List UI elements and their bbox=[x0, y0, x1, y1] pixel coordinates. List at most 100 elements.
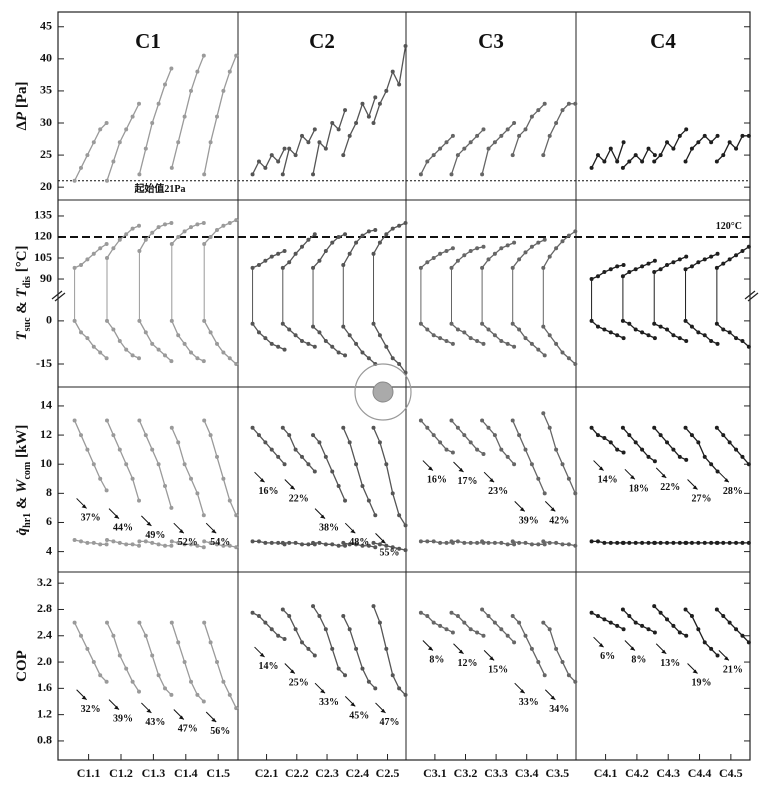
y-tick-label: 4 bbox=[46, 543, 52, 557]
data-point bbox=[523, 250, 528, 255]
data-point bbox=[740, 454, 745, 459]
data-point bbox=[677, 257, 682, 262]
data-point bbox=[300, 454, 304, 459]
data-point bbox=[201, 513, 206, 518]
data-point bbox=[263, 258, 268, 263]
data-point bbox=[554, 646, 559, 651]
data-point bbox=[300, 133, 304, 138]
data-point bbox=[189, 476, 193, 481]
data-point bbox=[615, 447, 620, 452]
data-point bbox=[276, 540, 281, 545]
data-point bbox=[462, 433, 467, 438]
run-line bbox=[451, 246, 484, 269]
data-point bbox=[475, 339, 480, 343]
data-point bbox=[403, 44, 408, 49]
data-point bbox=[627, 270, 632, 275]
data-point bbox=[652, 153, 657, 158]
data-point bbox=[343, 232, 348, 237]
data-point bbox=[418, 610, 423, 615]
reduction-label: 39% bbox=[519, 515, 539, 526]
data-point bbox=[234, 362, 239, 366]
data-point bbox=[208, 640, 213, 645]
x-tick-label: C2.5 bbox=[376, 766, 400, 780]
data-point bbox=[455, 153, 460, 158]
data-point bbox=[595, 153, 600, 158]
data-point bbox=[306, 341, 311, 346]
data-point bbox=[740, 633, 745, 638]
data-point bbox=[462, 330, 467, 335]
data-point bbox=[746, 133, 751, 138]
data-point bbox=[330, 469, 335, 474]
data-point bbox=[652, 159, 657, 164]
data-point bbox=[671, 146, 676, 151]
plot-area: C1 C2 C3 C4 C1.1 C1.2 C1.3 C1.4 C1.5 C2.1 C2.2 C2.3… bbox=[34, 19, 751, 780]
arrow-head bbox=[320, 514, 326, 519]
data-point bbox=[512, 640, 517, 645]
reduction-label: 16% bbox=[259, 486, 279, 497]
data-point bbox=[366, 229, 371, 234]
data-point bbox=[621, 263, 626, 268]
data-point bbox=[418, 539, 423, 544]
data-point bbox=[602, 617, 607, 622]
data-point bbox=[156, 347, 161, 352]
data-point bbox=[547, 333, 552, 338]
data-point bbox=[117, 237, 122, 242]
run-line bbox=[171, 222, 204, 245]
label-part: q̇ bbox=[14, 527, 30, 535]
data-point bbox=[117, 447, 122, 452]
data-point bbox=[282, 637, 287, 642]
data-point bbox=[373, 545, 378, 550]
data-point bbox=[312, 344, 317, 349]
data-point bbox=[481, 244, 486, 249]
data-point bbox=[512, 121, 517, 126]
data-point bbox=[130, 679, 135, 684]
data-point bbox=[195, 543, 200, 548]
data-point bbox=[608, 330, 613, 335]
data-point bbox=[189, 542, 193, 547]
data-point bbox=[714, 159, 719, 164]
data-point bbox=[595, 614, 600, 619]
data-point bbox=[633, 620, 638, 625]
label-part: dis bbox=[22, 276, 33, 288]
data-point bbox=[91, 540, 96, 545]
run-line bbox=[542, 230, 576, 269]
data-point bbox=[689, 146, 694, 151]
data-point bbox=[234, 545, 239, 550]
data-point bbox=[323, 339, 328, 343]
data-point bbox=[425, 614, 430, 619]
data-point bbox=[542, 353, 547, 358]
run-line bbox=[138, 68, 173, 175]
data-point bbox=[347, 627, 352, 632]
data-point bbox=[269, 540, 274, 545]
data-point bbox=[505, 454, 510, 459]
data-point bbox=[486, 327, 491, 332]
data-point bbox=[124, 666, 129, 671]
data-point bbox=[431, 256, 436, 261]
data-point bbox=[287, 433, 292, 438]
data-point bbox=[715, 133, 720, 138]
run-line bbox=[342, 427, 376, 516]
data-point bbox=[671, 623, 676, 628]
data-point bbox=[201, 53, 206, 58]
data-point bbox=[276, 159, 281, 164]
data-point bbox=[541, 620, 546, 625]
column-title: C3 bbox=[478, 29, 504, 53]
data-point bbox=[658, 153, 663, 158]
run-line bbox=[481, 609, 515, 643]
data-point bbox=[85, 336, 90, 341]
data-point bbox=[117, 540, 122, 545]
data-point bbox=[702, 540, 707, 545]
data-point bbox=[425, 425, 430, 430]
data-point bbox=[287, 146, 292, 151]
label-part: P bbox=[14, 111, 30, 121]
data-point bbox=[354, 121, 359, 126]
arrow-head bbox=[723, 478, 729, 483]
data-point bbox=[354, 341, 359, 346]
run-line bbox=[622, 147, 656, 169]
arrow-head bbox=[146, 708, 152, 713]
data-point bbox=[312, 653, 317, 658]
data-point bbox=[665, 440, 670, 445]
data-point bbox=[390, 545, 395, 550]
data-point bbox=[505, 542, 510, 547]
data-point bbox=[468, 336, 473, 341]
